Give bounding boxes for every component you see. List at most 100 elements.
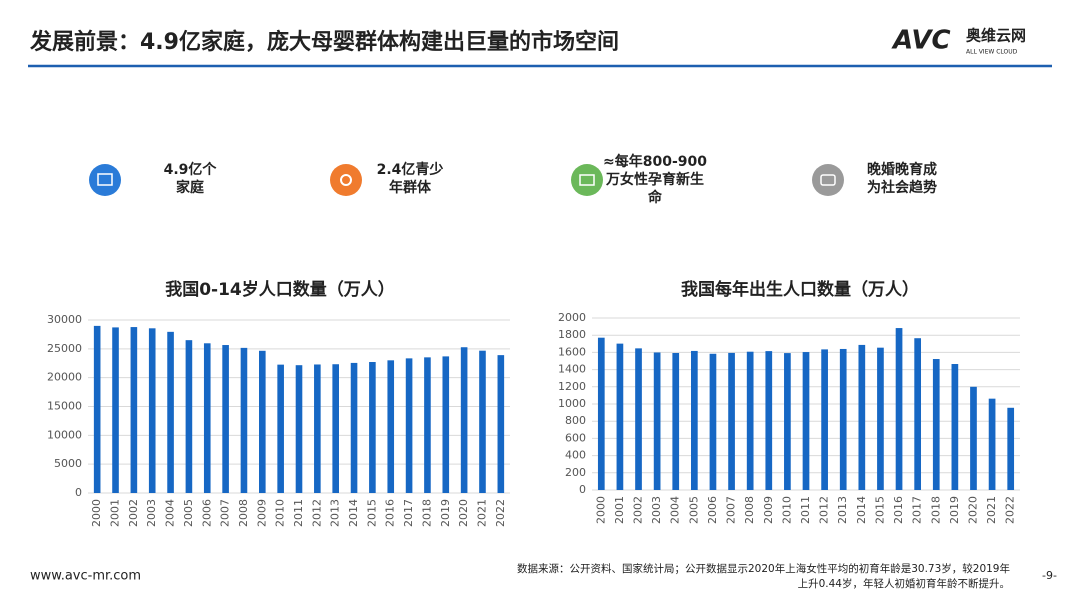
bar: [314, 364, 321, 493]
bar: [112, 327, 119, 493]
chart-title: 我国0-14岁人口数量（万人）: [165, 279, 395, 300]
y-tick-label: 25000: [47, 342, 82, 355]
x-tick-label: 2014: [347, 499, 360, 527]
y-tick-label: 400: [565, 449, 586, 462]
bar: [1007, 407, 1015, 490]
bar: [167, 331, 174, 493]
x-tick-label: 2001: [613, 496, 626, 524]
logo-name: 奥维云网: [966, 27, 1026, 45]
x-tick-label: 2016: [892, 496, 905, 524]
x-tick-label: 2004: [164, 499, 177, 527]
y-tick-label: 20000: [47, 371, 82, 384]
bar: [222, 345, 229, 493]
y-tick-label: 1600: [558, 345, 586, 358]
logo-mark: AVC: [891, 26, 951, 56]
x-tick-label: 2010: [780, 496, 793, 524]
bar: [765, 351, 773, 490]
icon: [89, 164, 121, 196]
highlight-icons: [89, 164, 844, 196]
bar: [497, 355, 505, 493]
icon-glyph: [579, 174, 595, 186]
y-tick-label: 15000: [47, 400, 82, 413]
y-tick-label: 0: [75, 486, 82, 499]
x-tick-label: 2021: [985, 496, 998, 524]
x-tick-label: 2020: [457, 499, 470, 527]
bar: [259, 350, 266, 493]
x-tick-label: 2020: [966, 496, 979, 524]
x-tick-label: 2005: [687, 496, 700, 524]
source-note: 数据来源：公开资料、国家统计局；公开数据显示2020年上海女性平均的初育年龄是3…: [517, 562, 1010, 575]
x-tick-label: 2022: [494, 499, 507, 527]
bar: [895, 328, 903, 490]
bar: [130, 327, 138, 493]
bar: [148, 328, 156, 493]
x-tick-label: 2003: [650, 496, 663, 524]
bar: [746, 351, 754, 490]
bar: [821, 349, 828, 490]
bar: [858, 344, 866, 490]
bar: [802, 352, 810, 490]
highlight-text: 晚婚晚育成: [867, 161, 937, 178]
highlight-text: 命: [647, 189, 663, 206]
x-tick-label: 2015: [873, 496, 886, 524]
bar: [597, 337, 605, 490]
y-tick-label: 0: [579, 483, 586, 496]
logo-tagline: ALL VIEW CLOUD: [966, 49, 1018, 56]
y-tick-label: 1400: [558, 363, 586, 376]
bar: [914, 338, 922, 490]
y-tick-label: 800: [565, 414, 586, 427]
bar: [988, 398, 996, 490]
bar: [877, 347, 884, 490]
x-tick-label: 2002: [127, 499, 140, 527]
chart-title: 我国每年出生人口数量（万人）: [681, 279, 919, 300]
x-tick-label: 2014: [855, 496, 868, 524]
x-tick-label: 2003: [145, 499, 158, 527]
x-tick-label: 2017: [911, 496, 924, 524]
y-tick-label: 10000: [47, 428, 82, 441]
x-tick-label: 2000: [594, 496, 607, 524]
source-note: 上升0.44岁，年轻人初婚初育年龄不断提升。: [798, 577, 1010, 590]
bar: [350, 362, 358, 493]
highlight-text: 家庭: [176, 179, 205, 196]
y-tick-label: 1800: [558, 328, 586, 341]
bar: [185, 340, 193, 493]
bar: [672, 353, 680, 490]
website: www.avc-mr.com: [30, 569, 141, 584]
x-tick-label: 2006: [200, 499, 213, 527]
icon-glyph: [97, 173, 113, 186]
bar: [93, 325, 101, 493]
bar: [405, 358, 413, 493]
x-tick-label: 2022: [1004, 496, 1017, 524]
x-tick-label: 2009: [762, 496, 775, 524]
x-tick-label: 2016: [384, 499, 397, 527]
x-tick-label: 2011: [292, 499, 305, 527]
x-tick-label: 2008: [743, 496, 756, 524]
x-tick-label: 2004: [669, 496, 682, 524]
bar: [387, 360, 395, 493]
bar: [295, 365, 303, 493]
bar: [616, 343, 624, 490]
icon-glyph: [340, 174, 352, 186]
y-tick-label: 600: [565, 431, 586, 444]
highlight-text: 年群体: [389, 179, 432, 196]
x-tick-label: 2001: [109, 499, 122, 527]
y-tick-label: 5000: [54, 457, 82, 470]
highlight-text: 万女性孕育新生: [605, 171, 704, 188]
highlight-text: 2.4亿青少: [377, 161, 444, 178]
bar: [653, 352, 661, 490]
x-tick-label: 2009: [255, 499, 268, 527]
bar: [479, 350, 486, 493]
x-tick-label: 2019: [948, 496, 961, 524]
bar: [277, 364, 284, 493]
bar: [203, 343, 211, 493]
x-tick-label: 2010: [274, 499, 287, 527]
bar: [442, 356, 450, 493]
bar: [424, 357, 431, 493]
x-tick-label: 2012: [310, 499, 323, 527]
y-tick-label: 30000: [47, 313, 82, 326]
y-tick-label: 200: [565, 466, 586, 479]
x-tick-label: 2006: [706, 496, 719, 524]
bar: [460, 347, 468, 493]
